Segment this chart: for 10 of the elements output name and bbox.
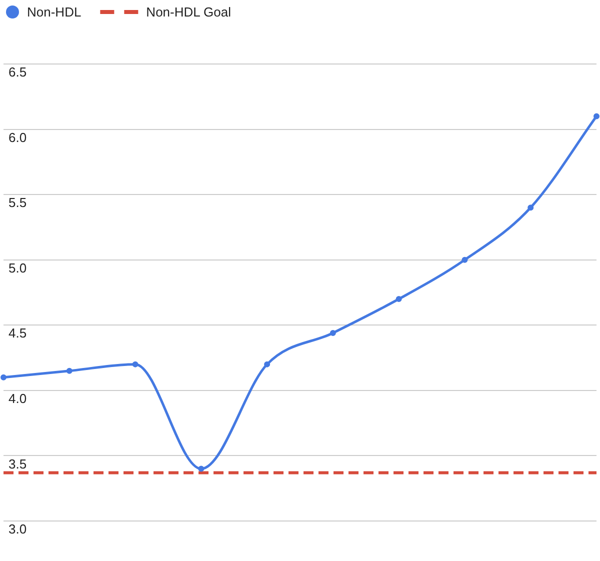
y-tick-label: 6.0 [8,130,27,145]
y-tick-label: 5.0 [8,260,27,276]
y-tick-label: 3.0 [8,522,27,537]
legend-label: Non-HDL Goal [146,4,232,20]
y-tick-label: 6.5 [8,64,27,80]
y-tick-label: 5.5 [8,195,27,210]
y-tick-label: 4.0 [8,391,27,406]
y-tick-label: 3.5 [8,456,27,472]
legend-label: Non-HDL [27,4,82,20]
y-tick-label: 4.5 [8,326,27,341]
